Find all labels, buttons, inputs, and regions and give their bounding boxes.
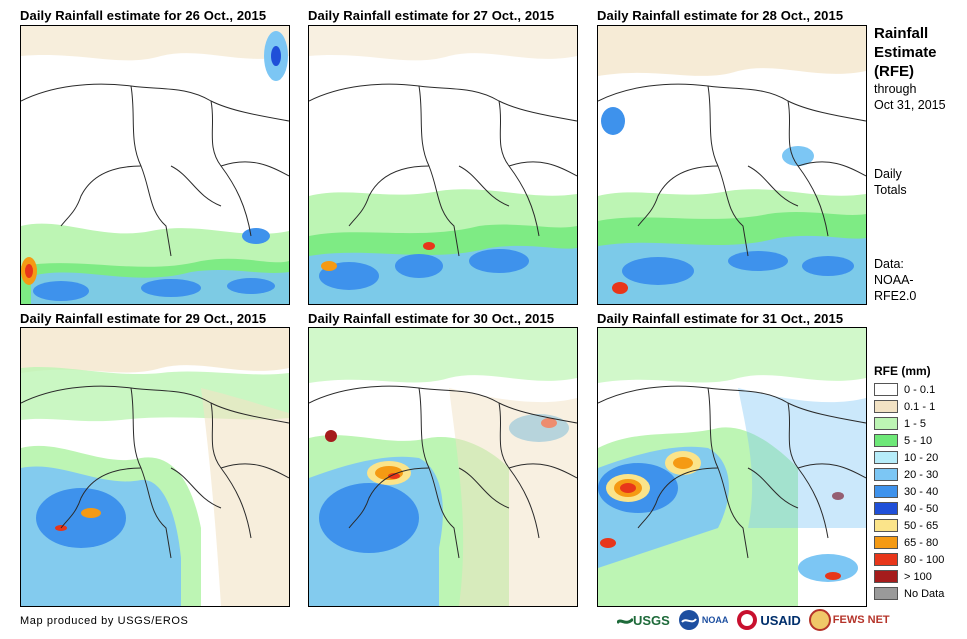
legend-item: 40 - 50	[874, 500, 944, 517]
country-borders	[309, 83, 577, 257]
panel-title-3: Daily Rainfall estimate for 28 Oct., 201…	[597, 8, 844, 23]
legend-item: 80 - 100	[874, 551, 944, 568]
legend: 0 - 0.1 0.1 - 1 1 - 5 5 - 10 10 - 20 20 - 30 3…	[874, 381, 944, 602]
legend-item: > 100	[874, 568, 944, 585]
rainfall-map-6	[597, 327, 867, 607]
legend-swatch	[874, 587, 898, 600]
map-svg-1	[21, 26, 289, 304]
legend-swatch	[874, 383, 898, 396]
sidebar-title: Rainfall Estimate (RFE) through Oct 31, …	[874, 24, 946, 113]
legend-item: 10 - 20	[874, 449, 944, 466]
legend-label: 1 - 5	[904, 417, 927, 430]
country-borders	[21, 385, 289, 559]
rain-layer	[21, 328, 289, 606]
sidebar-title-line-3: (RFE)	[874, 63, 914, 80]
rainfall-map-5	[308, 327, 578, 607]
legend-label: > 100	[904, 570, 932, 583]
legend-swatch	[874, 451, 898, 464]
sidebar-totals-line-2: Totals	[874, 183, 907, 197]
fewsnet-globe-icon	[808, 609, 831, 631]
rain-layer	[21, 26, 289, 304]
sidebar-totals-line-1: Daily	[874, 167, 902, 181]
legend-swatch	[874, 570, 898, 583]
map-svg-4	[21, 328, 289, 606]
legend-item: 0 - 0.1	[874, 381, 944, 398]
country-borders	[309, 385, 577, 559]
sidebar-totals: Daily Totals	[874, 166, 907, 198]
legend-swatch	[874, 417, 898, 430]
legend-swatch	[874, 519, 898, 532]
legend-label: 50 - 65	[904, 519, 939, 532]
usaid-logo: USAID	[736, 609, 801, 631]
legend-item: 50 - 65	[874, 517, 944, 534]
sidebar-title-line-1: Rainfall	[874, 25, 929, 42]
rain-layer	[598, 328, 866, 606]
legend-label: 0.1 - 1	[904, 400, 936, 413]
logo-strip: USGS NOAA USAID FEWS NET	[617, 606, 898, 634]
legend-swatch	[874, 536, 898, 549]
legend-swatch	[874, 553, 898, 566]
panel-title-2: Daily Rainfall estimate for 27 Oct., 201…	[308, 8, 555, 23]
noaa-emblem-icon	[678, 610, 699, 630]
country-borders	[598, 385, 866, 559]
rainfall-map-4	[20, 327, 290, 607]
map-svg-2	[309, 26, 577, 304]
legend-label: 10 - 20	[904, 451, 939, 464]
sidebar-data-line-2: NOAA-	[874, 273, 914, 287]
usaid-seal-icon	[737, 610, 758, 630]
rain-layer	[309, 26, 577, 304]
legend-swatch	[874, 485, 898, 498]
sidebar-data-line-1: Data:	[874, 257, 904, 271]
legend-label: No Data	[904, 587, 945, 600]
rain-layer	[598, 26, 866, 304]
legend-label: 40 - 50	[904, 502, 939, 515]
sidebar-through-date: Oct 31, 2015	[874, 98, 946, 112]
legend-label: 30 - 40	[904, 485, 939, 498]
map-svg-6	[598, 328, 866, 606]
usgs-wave-icon	[617, 617, 633, 625]
legend-label: 65 - 80	[904, 536, 939, 549]
sidebar-through: through	[874, 82, 917, 96]
map-svg-5	[309, 328, 577, 606]
usgs-logo: USGS	[617, 613, 670, 628]
legend-item: 1 - 5	[874, 415, 944, 432]
rainfall-map-1	[20, 25, 290, 305]
panel-title-4: Daily Rainfall estimate for 29 Oct., 201…	[20, 311, 267, 326]
legend-item: 20 - 30	[874, 466, 944, 483]
legend-swatch	[874, 468, 898, 481]
legend-item: 5 - 10	[874, 432, 944, 449]
country-borders	[21, 83, 289, 257]
legend-item: No Data	[874, 585, 944, 602]
map-credit: Map produced by USGS/EROS	[20, 615, 189, 627]
legend-swatch	[874, 502, 898, 515]
sidebar-data-line-3: RFE2.0	[874, 289, 917, 303]
rainfall-map-2	[308, 25, 578, 305]
legend-title: RFE (mm)	[874, 364, 931, 378]
panel-title-6: Daily Rainfall estimate for 31 Oct., 201…	[597, 311, 844, 326]
sidebar-title-line-2: Estimate	[874, 44, 937, 61]
legend-swatch	[874, 434, 898, 447]
sidebar-data-source: Data: NOAA- RFE2.0	[874, 256, 916, 304]
legend-label: 80 - 100	[904, 553, 945, 566]
legend-item: 65 - 80	[874, 534, 944, 551]
legend-label: 20 - 30	[904, 468, 939, 481]
panel-title-5: Daily Rainfall estimate for 30 Oct., 201…	[308, 311, 555, 326]
legend-label: 5 - 10	[904, 434, 933, 447]
legend-label: 0 - 0.1	[904, 383, 936, 396]
country-borders	[598, 83, 866, 257]
legend-item: 30 - 40	[874, 483, 944, 500]
legend-swatch	[874, 400, 898, 413]
legend-item: 0.1 - 1	[874, 398, 944, 415]
rainfall-map-3	[597, 25, 867, 305]
panel-title-1: Daily Rainfall estimate for 26 Oct., 201…	[20, 8, 267, 23]
rain-layer	[309, 328, 577, 606]
noaa-logo: NOAA	[678, 609, 728, 631]
map-svg-3	[598, 26, 866, 304]
fewsnet-logo: FEWS NET	[808, 609, 890, 631]
